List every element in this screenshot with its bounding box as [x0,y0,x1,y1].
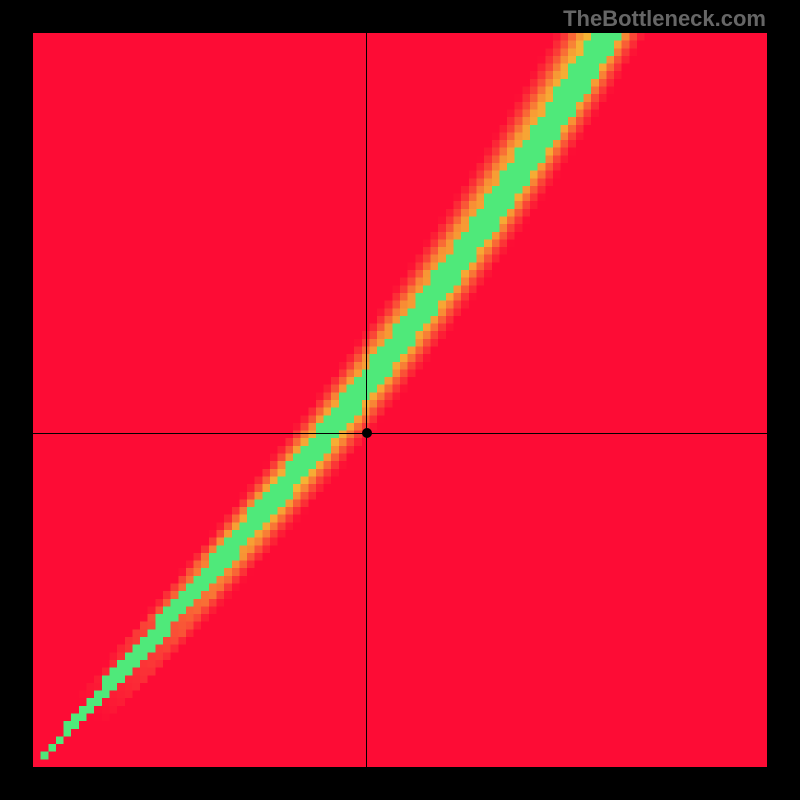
crosshair-horizontal [33,433,767,434]
current-point-marker [362,428,372,438]
watermark-text: TheBottleneck.com [563,6,766,32]
bottleneck-heatmap [33,33,767,767]
crosshair-vertical [366,33,367,767]
chart-container: TheBottleneck.com [0,0,800,800]
